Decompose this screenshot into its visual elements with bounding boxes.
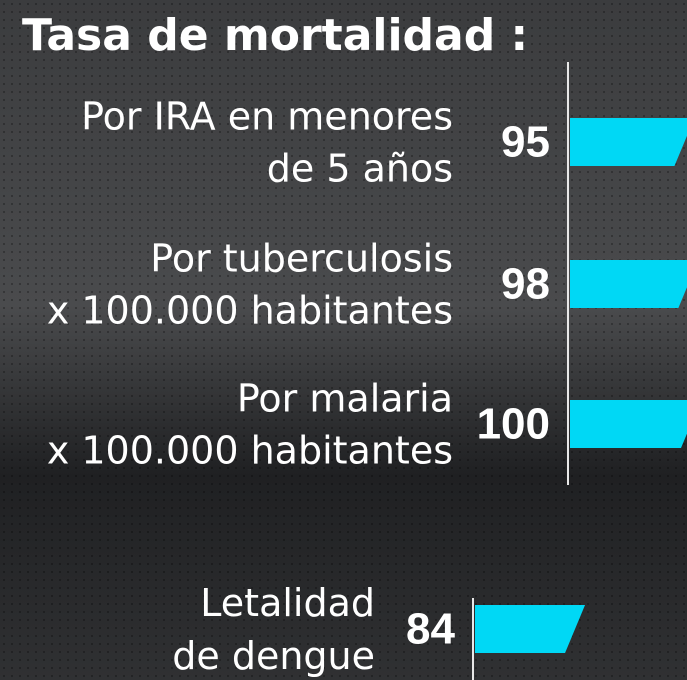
- category-label: Letalidad: [200, 581, 375, 625]
- value-label: 84: [406, 605, 455, 654]
- category-label: Por tuberculosis: [150, 237, 453, 281]
- category-label: de dengue: [172, 634, 375, 678]
- category-label: x 100.000 habitantes: [47, 289, 453, 333]
- value-label: 95: [501, 118, 550, 167]
- value-label: 98: [501, 260, 550, 309]
- chart-title: Tasa de mortalidad :: [22, 10, 528, 61]
- category-label: Por malaria: [237, 377, 453, 421]
- category-label: x 100.000 habitantes: [47, 429, 453, 473]
- bar: [570, 400, 687, 448]
- bar: [570, 260, 687, 308]
- plot: [472, 62, 687, 680]
- bar: [570, 118, 687, 166]
- value-label: 100: [477, 400, 550, 449]
- category-label: Por IRA en menores: [81, 95, 453, 139]
- bar: [475, 605, 586, 653]
- category-label: de 5 años: [267, 147, 453, 191]
